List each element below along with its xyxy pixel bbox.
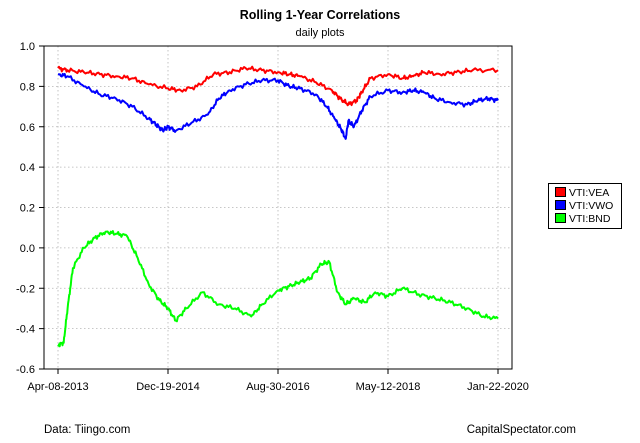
chart-subtitle: daily plots (295, 27, 345, 39)
y-tick-label: -0.4 (16, 324, 35, 336)
y-tick-label: 0.0 (20, 243, 35, 255)
legend-swatch-vea (555, 187, 566, 197)
y-tick-label: 0.2 (20, 203, 35, 215)
legend: VTI:VEA VTI:VWO VTI:BND (548, 183, 622, 229)
x-tick-label: Aug-30-2016 (246, 381, 310, 393)
legend-label-vwo: VTI:VWO (569, 200, 614, 212)
legend-label-bnd: VTI:BND (569, 213, 611, 225)
x-tick-label: May-12-2018 (356, 381, 421, 393)
series-line-vti-vwo (57, 72, 499, 140)
x-tick-label: Dec-19-2014 (136, 381, 200, 393)
legend-swatch-vwo (555, 200, 566, 210)
y-tick-label: 1.0 (20, 41, 35, 53)
x-tick-label: Apr-08-2013 (27, 381, 88, 393)
chart-title: Rolling 1-Year Correlations (239, 8, 401, 22)
legend-item-vea: VTI:VEA (555, 187, 609, 199)
series-line-vti-vea (57, 65, 499, 107)
y-tick-label: 0.4 (20, 162, 35, 174)
y-tick-label: 0.6 (20, 122, 35, 134)
y-tick-label: 0.8 (20, 81, 35, 93)
x-tick-label: Jan-22-2020 (467, 381, 529, 393)
grid-lines (44, 45, 512, 370)
footer-source: Data: Tiingo.com (44, 424, 131, 436)
footer-credit: CapitalSpectator.com (466, 424, 576, 436)
legend-item-bnd: VTI:BND (555, 213, 610, 225)
y-tick-label: -0.2 (16, 283, 35, 295)
axes: 1.0 0.8 0.6 0.4 0.2 0.0 -0.2 -0.4 -0.6 Apr-08-201… (16, 41, 529, 393)
y-tick-label: -0.6 (16, 364, 35, 376)
legend-label-vea: VTI:VEA (569, 187, 610, 199)
legend-swatch-bnd (555, 213, 566, 223)
series-lines (57, 65, 499, 348)
series-line-vti-bnd (57, 230, 499, 348)
legend-item-vwo: VTI:VWO (555, 200, 613, 212)
